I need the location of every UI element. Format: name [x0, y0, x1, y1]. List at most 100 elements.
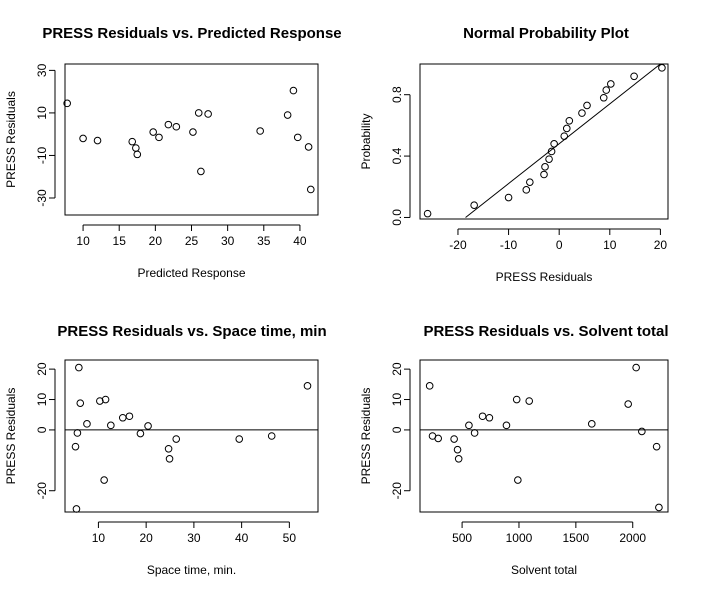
data-point — [125, 412, 134, 421]
data-point — [541, 163, 549, 171]
y-axis-label: PRESS Residuals — [4, 388, 18, 485]
y-tick-label: 0.0 — [390, 209, 404, 226]
x-tick-label: 10 — [92, 531, 106, 545]
data-point — [450, 435, 458, 443]
data-point — [303, 382, 312, 390]
x-axis-label: Space time, min. — [147, 563, 236, 577]
data-point — [434, 434, 443, 443]
data-point — [79, 134, 87, 143]
data-point — [522, 186, 531, 194]
x-tick-label: 20 — [654, 238, 668, 252]
x-tick-label: -20 — [449, 238, 467, 252]
data-point — [599, 93, 608, 102]
y-tick-label: 0.8 — [390, 86, 404, 103]
data-point — [583, 101, 591, 110]
x-tick-label: -10 — [500, 238, 518, 252]
y-tick-label: -10 — [35, 146, 49, 164]
plot-title: PRESS Residuals vs. Space time, min — [57, 323, 326, 340]
data-point — [72, 505, 81, 513]
data-point — [165, 455, 174, 463]
data-point — [164, 120, 173, 129]
y-axis-label: PRESS Residuals — [359, 388, 373, 485]
plot-panel-3: PRESS Residuals vs. Space time, min 10 20 3… — [4, 323, 327, 577]
data-point — [197, 167, 205, 176]
data-point — [128, 137, 137, 146]
data-point — [93, 136, 102, 145]
data-point — [454, 455, 463, 463]
data-point — [470, 429, 479, 437]
x-tick-label: 1000 — [506, 531, 533, 545]
x-axis-label: Predicted Response — [137, 266, 245, 280]
data-point — [172, 435, 181, 443]
data-point — [485, 413, 494, 422]
data-point — [578, 109, 586, 117]
x-tick-label: 20 — [149, 234, 163, 248]
plot-title: Normal Probability Plot — [463, 25, 629, 42]
x-axis-label: PRESS Residuals — [496, 270, 593, 284]
data-point — [470, 201, 478, 209]
plot-frame — [419, 359, 669, 513]
data-point — [267, 432, 276, 440]
data-point — [526, 178, 534, 186]
data-point — [132, 144, 140, 152]
data-point — [540, 170, 548, 179]
y-tick-label: -20 — [390, 482, 404, 500]
plot-title: PRESS Residuals vs. Solvent total — [423, 323, 668, 340]
x-tick-label: 500 — [452, 531, 472, 545]
y-tick-label: 10 — [390, 393, 404, 407]
x-tick-label: 50 — [283, 531, 297, 545]
plot-panel-1: PRESS Residuals vs. Predicted Response 10… — [4, 25, 342, 280]
y-tick-label: 10 — [35, 393, 49, 407]
data-point — [289, 86, 298, 95]
plot-frame — [64, 63, 319, 216]
data-point — [235, 435, 244, 443]
x-tick-label: 10 — [76, 234, 90, 248]
data-point — [423, 209, 432, 218]
data-point — [71, 442, 80, 451]
data-point — [545, 155, 553, 163]
y-tick-label: -20 — [35, 482, 49, 500]
data-point — [632, 363, 640, 372]
data-point — [204, 110, 212, 118]
data-point — [256, 127, 264, 135]
y-tick-label: 20 — [390, 362, 404, 376]
x-tick-label: 40 — [235, 531, 249, 545]
data-point — [118, 413, 127, 422]
data-point — [478, 412, 487, 421]
data-point — [514, 476, 522, 484]
x-tick-label: 2000 — [619, 531, 646, 545]
data-point — [107, 421, 115, 430]
data-point — [658, 64, 666, 72]
data-point — [306, 185, 315, 194]
data-point — [560, 132, 569, 140]
data-point — [75, 363, 83, 372]
data-point — [76, 399, 85, 407]
data-point — [630, 72, 638, 81]
data-point — [453, 445, 462, 454]
data-point — [607, 80, 615, 88]
y-tick-label: 30 — [35, 63, 49, 77]
data-point — [425, 382, 434, 390]
data-point — [144, 422, 152, 430]
x-tick-label: 0 — [556, 238, 563, 252]
data-point — [63, 99, 71, 108]
data-point — [136, 429, 145, 438]
y-axis-label: PRESS Residuals — [4, 91, 18, 188]
data-point — [164, 444, 173, 453]
data-point — [512, 395, 521, 404]
data-point — [525, 397, 534, 405]
x-tick-label: 35 — [257, 234, 271, 248]
x-tick-label: 15 — [113, 234, 127, 248]
data-point — [83, 420, 91, 428]
plot-title: PRESS Residuals vs. Predicted Response — [42, 25, 341, 42]
data-point — [283, 111, 292, 119]
y-axis-label: Probability — [359, 113, 373, 169]
data-point — [304, 143, 313, 151]
data-point — [101, 395, 110, 404]
data-point — [96, 397, 104, 405]
x-tick-label: 40 — [293, 234, 307, 248]
data-point — [502, 421, 511, 430]
plot-frame — [419, 63, 669, 220]
data-point — [194, 109, 203, 117]
